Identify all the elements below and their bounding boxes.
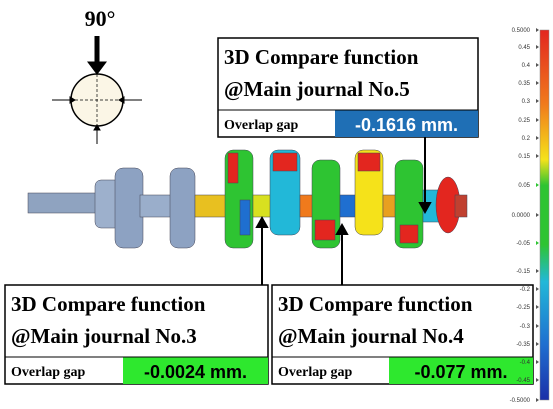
scale-label: 0.45 [518,45,530,51]
callout: 3D Compare function @Main journal No.5 Ove… [218,38,478,137]
scale-tick [536,118,539,122]
scale-label: 0.35 [518,81,530,87]
scale-tick [536,99,539,103]
scale-tick [536,63,539,67]
scale-tick [536,305,539,309]
scale-label: 0.05 [518,183,530,189]
scale-label: 0.0000 [512,213,531,219]
scale-label: 0.5000 [512,28,531,34]
scale-tick [536,81,539,85]
crankshaft [28,150,467,248]
gap-value: -0.0024 mm. [144,362,247,382]
gap-label: Overlap gap [224,118,298,133]
scale-label: -0.15 [516,269,530,275]
scale-tick [536,324,539,328]
scale-label: -0.3 [520,324,531,330]
scale-label: 0.15 [518,154,530,160]
scale-tick [536,360,539,364]
scale-label: -0.35 [516,342,530,348]
scale-label: -0.4 [520,360,531,366]
gap-value: -0.077 mm. [414,362,507,382]
view-diagram [52,36,142,144]
scale-tick [536,213,539,217]
callout-title: 3D Compare function [11,292,206,316]
callout: 3D Compare function @Main journal No.3 Ove… [5,285,268,384]
callout-location: @Main journal No.4 [278,324,464,348]
color-bar [540,30,549,400]
callout: 3D Compare function @Main journal No.4 Ove… [272,285,533,384]
scale-label: 0.2 [522,136,531,142]
scale-label: 0.3 [522,99,531,105]
scale-tick [536,154,539,158]
scale-tick [536,183,539,187]
scale-tick [536,287,539,291]
scale-tick [536,28,539,32]
scale-tick [536,269,539,273]
scale-label: 0.4 [522,63,531,69]
scale-tick [536,136,539,140]
gap-value: -0.1616 mm. [355,115,458,135]
callout-location: @Main journal No.3 [11,324,197,348]
gap-label: Overlap gap [11,365,85,380]
scale-label: -0.2 [520,287,531,293]
scale-tick [536,241,539,245]
scale-label: -0.05 [516,241,530,247]
scale-tick [536,398,539,402]
callout-title: 3D Compare function [278,292,473,316]
scale-label: 0.25 [518,118,530,124]
scale-tick [536,378,539,382]
scale-label: -0.45 [516,378,530,384]
gap-label: Overlap gap [278,365,352,380]
scale-tick [536,45,539,49]
scale-label: -0.25 [516,305,530,311]
callout-title: 3D Compare function [224,45,419,69]
scale-label: -0.5000 [510,398,531,404]
scale-tick [536,342,539,346]
view-angle: 90° [85,6,116,31]
callout-location: @Main journal No.5 [224,77,410,101]
screenshot: 90° [0,0,553,409]
